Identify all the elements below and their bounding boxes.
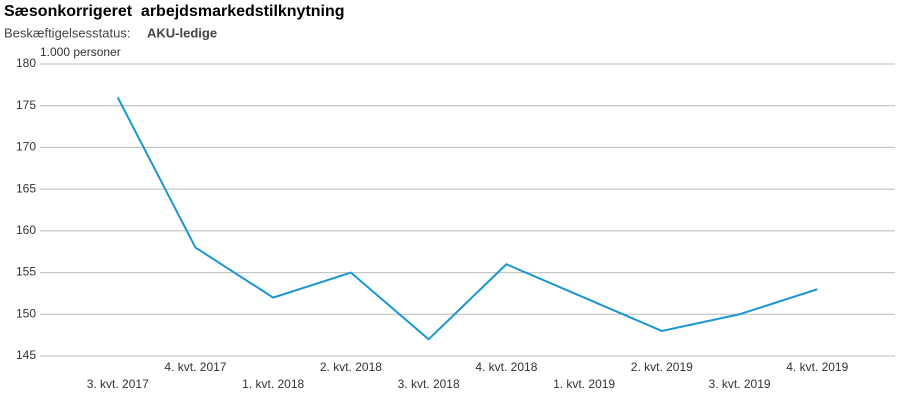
- y-tick-label: 175: [16, 98, 36, 112]
- y-tick-label: 145: [16, 348, 36, 362]
- x-tick-label: 4. kvt. 2017: [164, 360, 226, 374]
- y-tick-label: 170: [16, 140, 36, 154]
- x-tick-label: 3. kvt. 2018: [398, 377, 460, 391]
- y-tick-label: 160: [16, 223, 36, 237]
- filter-label: Beskæftigelsesstatus:: [4, 25, 130, 40]
- y-tick-label: 165: [16, 181, 36, 195]
- y-axis-label: 1.000 personer: [40, 45, 121, 59]
- x-tick-label: 2. kvt. 2018: [320, 360, 382, 374]
- x-tick-label: 4. kvt. 2019: [786, 360, 848, 374]
- x-tick-label: 1. kvt. 2018: [242, 377, 304, 391]
- x-tick-label: 3. kvt. 2019: [709, 377, 771, 391]
- x-tick-label: 3. kvt. 2017: [87, 377, 149, 391]
- chart-title: Sæsonkorrigeret arbejdsmarkedstilknytnin…: [4, 3, 345, 20]
- x-tick-label: 4. kvt. 2018: [475, 360, 537, 374]
- y-tick-label: 180: [16, 56, 36, 70]
- y-tick-label: 150: [16, 306, 36, 320]
- y-tick-label: 155: [16, 265, 36, 279]
- x-tick-label: 1. kvt. 2019: [553, 377, 615, 391]
- x-tick-label: 2. kvt. 2019: [631, 360, 693, 374]
- data-line: [116, 96, 818, 341]
- filter-value: AKU-ledige: [147, 25, 217, 40]
